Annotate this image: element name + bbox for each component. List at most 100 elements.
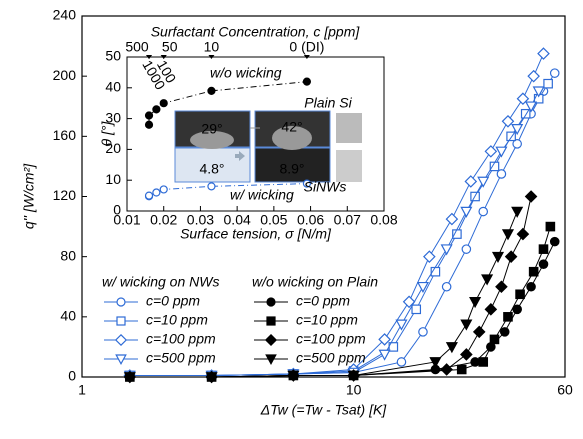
marker [489,334,500,345]
marker [511,124,524,136]
marker [144,120,154,129]
marker [469,296,482,309]
x-tick-label: 10 [346,382,362,398]
legend-label: c=10 ppm [296,312,358,328]
marker [520,108,531,119]
marker [477,176,490,188]
series-label: w/o wicking [210,65,282,81]
marker [537,47,550,60]
marker [302,77,311,86]
marker [159,99,168,108]
legend-marker [265,354,277,366]
marker [515,289,525,300]
x-axis-label: ΔTw (=Tw - Tsat) [K] [260,401,388,417]
arrow [235,151,245,161]
marker [302,179,311,188]
marker [506,131,516,142]
x-tick-label: 0.07 [334,212,361,228]
marker [205,372,218,384]
x-tick-label: 0.02 [150,212,177,228]
marker [460,206,473,218]
marker [402,295,416,309]
top-axis-label: Surfactant Concentration, c [ppm] [151,24,361,40]
marker [472,325,486,339]
marker [495,280,508,294]
legend-label: c=500 ppm [296,350,366,366]
series-line [129,90,540,376]
legend-marker [116,297,126,307]
marker [123,372,136,384]
x-tick-label: 60 [557,382,573,398]
y-tick-label: 10 [105,171,121,187]
marker [538,259,549,269]
y-tick-label: 120 [53,187,77,203]
legend-label: c=100 ppm [296,331,366,347]
marker [378,333,391,346]
marker [460,348,473,361]
x-tick-label: 0.05 [260,212,287,228]
top-tick-label: 50 [162,39,178,55]
marker [481,274,494,286]
marker [512,304,522,315]
marker [395,319,408,331]
marker [456,364,467,375]
y-tick-label: 160 [53,127,77,143]
marker [396,357,407,367]
x-tick-label: 0.06 [297,212,324,228]
marker [484,303,498,316]
marker [538,244,549,254]
marker [532,86,545,98]
marker [464,175,478,188]
legend-marker [115,354,127,366]
legend-title: w/o wicking on Plain [252,274,378,290]
marker [549,68,560,78]
marker [528,266,539,277]
top-tick-label: 10 [204,39,220,55]
annotation: 42° [281,119,302,135]
marker [478,357,489,367]
top-tick [208,55,215,59]
legend-marker [116,316,126,326]
marker [484,145,498,158]
top-tick-label: 0 (DI) [289,39,324,55]
y-axis-label: q'' [W/cm²] [21,163,37,229]
x-axis-label: Surface tension, σ [N/m] [180,226,332,242]
legend-label: c=0 ppm [146,293,200,309]
marker [503,312,513,322]
series-line [148,81,307,125]
legend-label: c=500 ppm [146,350,216,366]
annotation: 29° [201,121,222,137]
top-tick [303,55,310,59]
marker [478,206,489,217]
y-tick-label: 40 [60,308,76,324]
droplet-image [174,147,251,183]
legend-label: c=10 ppm [146,312,208,328]
y-tick-label: 200 [53,67,77,83]
y-tick-label: 0 [68,368,76,384]
legend-label: c=100 ppm [146,331,216,347]
marker [496,169,507,179]
legend-title: w/ wicking on NWs [102,274,219,290]
marker [516,92,530,106]
x-tick-label: 0.08 [370,212,397,228]
marker [441,281,452,292]
droplet [272,126,312,150]
legend-label: c=0 ppm [296,293,350,309]
legend-marker [266,297,276,307]
y-tick-label: 30 [105,109,121,125]
marker [501,114,515,128]
top-tick [146,55,153,59]
marker [524,190,538,203]
legend-marker [264,333,278,347]
y-tick-label: 50 [105,48,121,64]
y-tick-label: 20 [105,140,121,156]
marker [207,182,216,191]
marker [460,319,473,331]
legend-marker [114,333,128,347]
marker [461,244,472,254]
marker [207,86,216,95]
inset-frame [126,56,385,212]
marker [159,185,168,194]
legend-marker [266,316,276,326]
sample-icon [336,113,362,143]
